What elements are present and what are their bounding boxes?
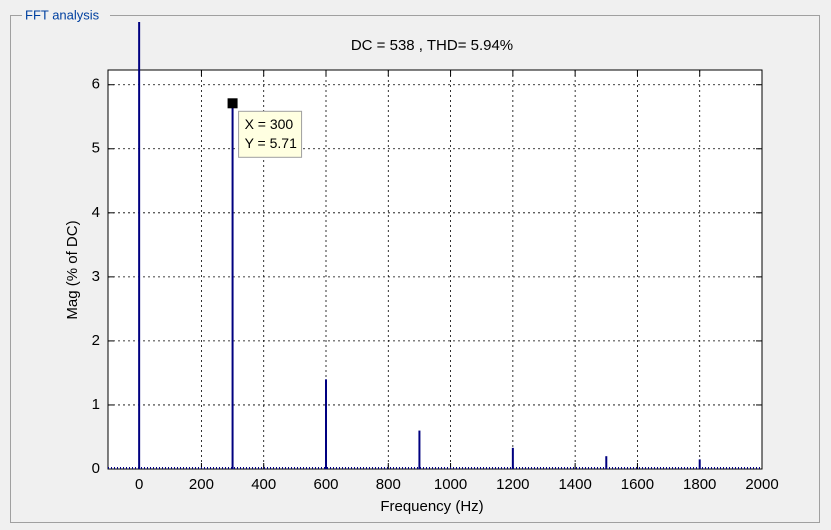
x-tick-label: 1400	[558, 476, 591, 493]
y-tick-label: 3	[92, 268, 100, 285]
y-axis-label: Mag (% of DC)	[64, 220, 81, 319]
y-tick-label: 6	[92, 76, 100, 93]
axes	[107, 69, 763, 470]
x-tick-label: 0	[135, 476, 143, 493]
y-tick-label: 1	[92, 396, 100, 413]
x-tick-label: 1200	[496, 476, 529, 493]
x-tick-label: 2000	[745, 476, 778, 493]
panel-title: FFT analysis	[25, 7, 100, 22]
stems	[108, 22, 762, 469]
x-tick-label: 400	[251, 476, 276, 493]
panel-border	[10, 15, 820, 523]
y-tick-label: 0	[92, 460, 100, 477]
y-tick-label: 2	[92, 332, 100, 349]
x-tick-label: 200	[189, 476, 214, 493]
panel-title-bg	[22, 8, 110, 24]
x-tick-label: 600	[313, 476, 338, 493]
x-tick-label: 800	[376, 476, 401, 493]
x-tick-label: 1000	[434, 476, 467, 493]
y-tick-label: 5	[92, 140, 100, 157]
datatip-text: X = 300	[245, 116, 294, 132]
x-axis-label: Frequency (Hz)	[380, 498, 483, 515]
datatip-box	[238, 110, 303, 158]
x-tick-label: 1800	[683, 476, 716, 493]
x-tick-label: 1600	[621, 476, 654, 493]
datatip-text: Y = 5.71	[245, 135, 298, 151]
datatip-marker	[227, 98, 238, 109]
y-tick-label: 4	[92, 204, 100, 221]
chart-title: DC = 538 , THD= 5.94%	[351, 37, 513, 54]
